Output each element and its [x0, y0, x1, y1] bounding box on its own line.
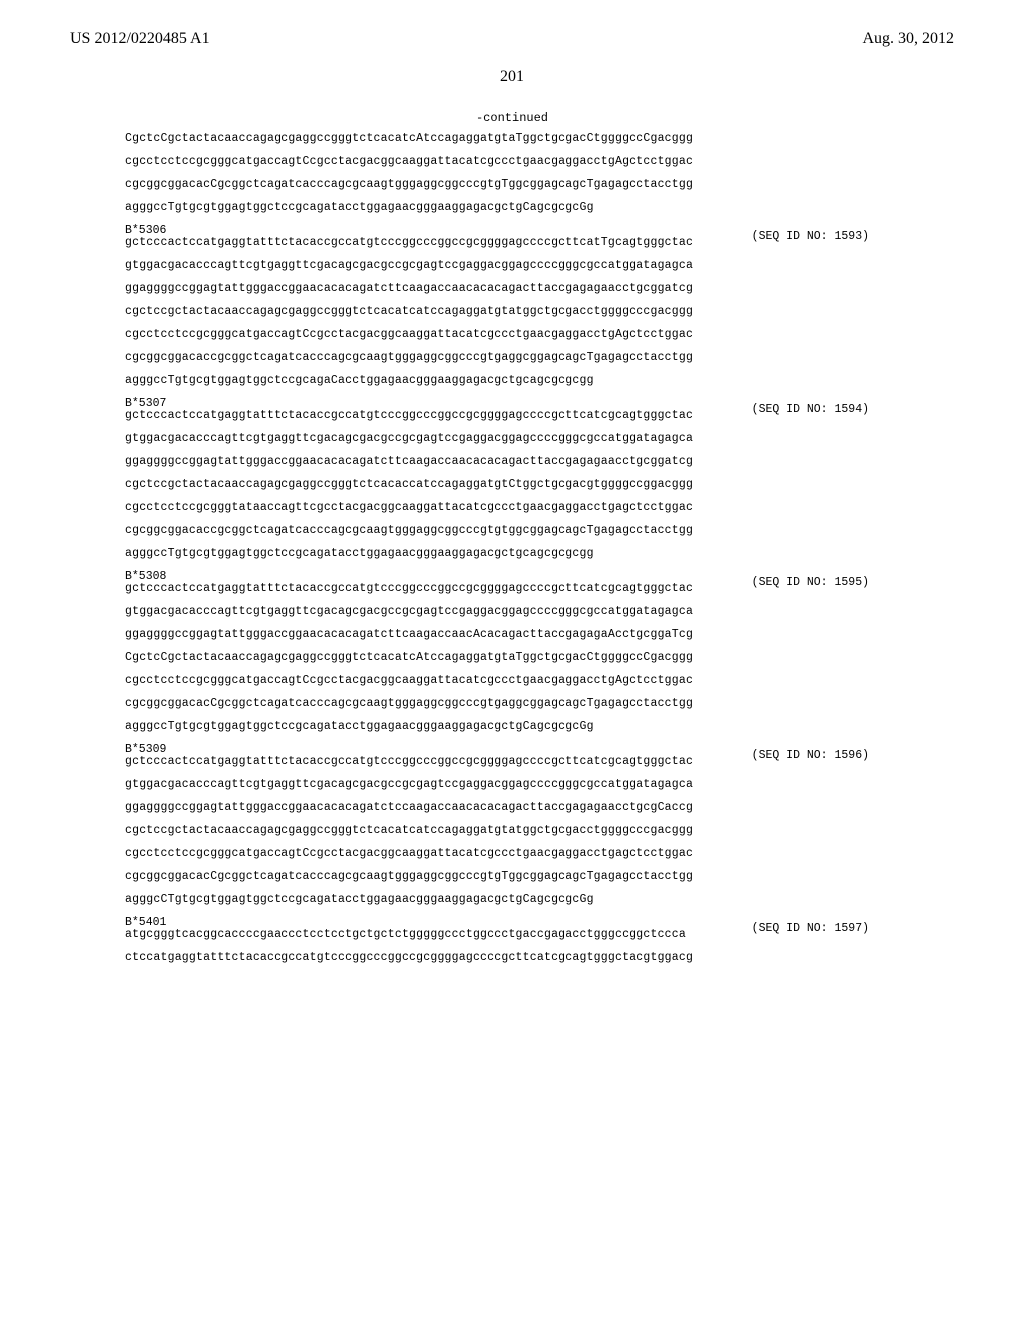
sequence-lines: gctcccactccatgaggtatttctacaccgccatgtcccg…	[70, 577, 954, 738]
document-page: US 2012/0220485 A1 Aug. 30, 2012 201 -co…	[0, 0, 1024, 1320]
sequence-content: CgctcCgctactacaaccagagcgaggccgggtctcacat…	[70, 127, 954, 969]
publication-date: Aug. 30, 2012	[862, 30, 954, 48]
sequence-lines: CgctcCgctactacaaccagagcgaggccgggtctcacat…	[70, 127, 954, 219]
page-number: 201	[70, 68, 954, 86]
page-header: US 2012/0220485 A1 Aug. 30, 2012	[70, 30, 954, 48]
sequence-lines: gctcccactccatgaggtatttctacaccgccatgtcccg…	[70, 231, 954, 392]
publication-number: US 2012/0220485 A1	[70, 30, 210, 48]
sequence-lines: gctcccactccatgaggtatttctacaccgccatgtcccg…	[70, 750, 954, 911]
continued-label: -continued	[70, 111, 954, 125]
sequence-lines: gctcccactccatgaggtatttctacaccgccatgtcccg…	[70, 404, 954, 565]
